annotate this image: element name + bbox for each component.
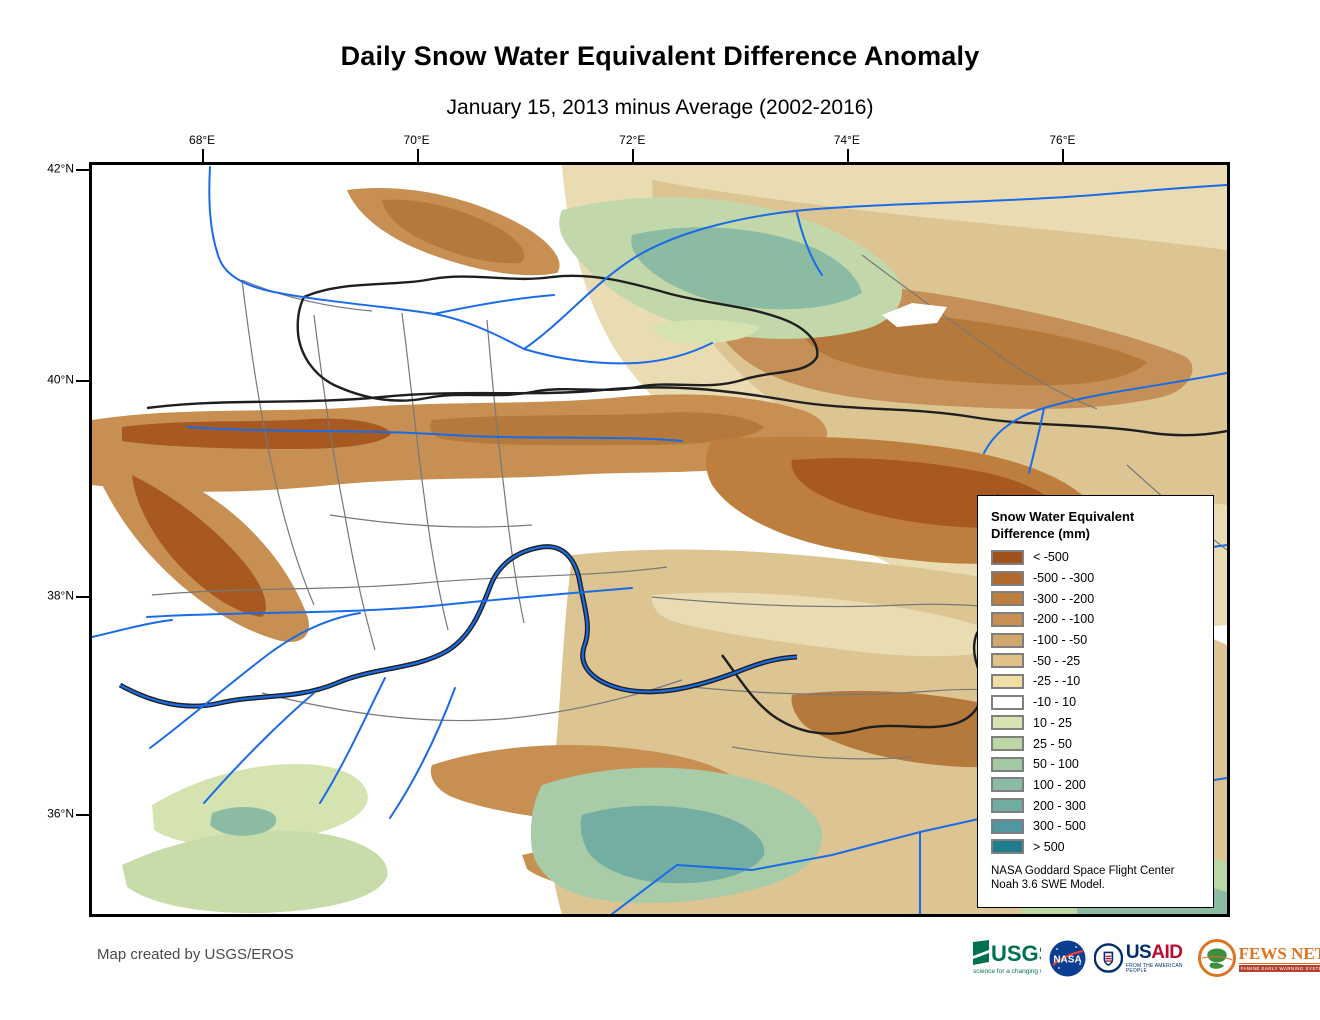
usaid-seal-icon: [1094, 943, 1123, 973]
legend-title: Snow Water Equivalent Difference (mm): [991, 508, 1207, 542]
legend-item-label: 300 - 500: [1033, 819, 1086, 834]
nasa-meatball-icon: NASA: [1049, 940, 1086, 976]
legend-swatch: [991, 756, 1024, 772]
legend-item: -200 - -100: [991, 609, 1207, 630]
latitude-tick: [76, 596, 89, 599]
legend-note-line2: Noah 3.6 SWE Model.: [991, 879, 1105, 892]
legend-item-label: -300 - -200: [1033, 591, 1095, 606]
legend-item: 50 - 100: [991, 754, 1207, 775]
legend-item: -10 - 10: [991, 692, 1207, 713]
legend-item: -300 - -200: [991, 588, 1207, 609]
map-frame: Snow Water Equivalent Difference (mm) < …: [47, 133, 1230, 917]
legend-title-line2: Difference (mm): [991, 526, 1090, 541]
fewsnet-name-text: FEWS NET: [1238, 945, 1320, 964]
latitude-tick-label: 40°N: [47, 372, 74, 387]
latitude-tick: [76, 168, 89, 171]
legend-item: 10 - 25: [991, 713, 1207, 734]
nasa-logo: NASA: [1049, 940, 1086, 977]
longitude-tick-label: 72°E: [619, 133, 646, 147]
lake-issyk-kul: [882, 303, 947, 327]
usaid-aid-text: AID: [1151, 941, 1183, 963]
legend-title-line1: Snow Water Equivalent: [991, 509, 1135, 524]
latitude-tick-label: 42°N: [47, 161, 74, 176]
page-subtitle: January 15, 2013 minus Average (2002-201…: [446, 96, 874, 119]
legend-swatch: [991, 839, 1024, 855]
legend-swatch: [991, 694, 1024, 710]
legend-item: 300 - 500: [991, 816, 1207, 837]
legend-swatch: [991, 632, 1024, 648]
legend-item: 100 - 200: [991, 775, 1207, 796]
usaid-wordmark: USAID FROM THE AMERICAN PEOPLE: [1126, 943, 1190, 974]
legend-item-label: 25 - 50: [1033, 736, 1072, 751]
fewsnet-logo: FEWS NET FAMINE EARLY WARNING SYSTEMS NE…: [1197, 939, 1320, 977]
page-title: Daily Snow Water Equivalent Difference A…: [340, 41, 980, 71]
legend-item: -25 - -10: [991, 671, 1207, 692]
usgs-logo-tagline: science for a changing world: [973, 968, 1041, 975]
legend-source-note: NASA Goddard Space Flight Center Noah 3.…: [991, 864, 1207, 892]
legend-swatch: [991, 777, 1024, 793]
longitude-tick-label: 68°E: [189, 133, 216, 147]
longitude-tick-label: 76°E: [1049, 133, 1076, 147]
legend-item-label: < -500: [1033, 550, 1069, 565]
longitude-tick-label: 70°E: [403, 133, 430, 147]
legend-item-label: -50 - -25: [1033, 653, 1081, 668]
longitude-tick: [202, 149, 205, 162]
nasa-logo-text: NASA: [1053, 954, 1081, 965]
longitude-tick: [416, 149, 419, 162]
usgs-logo: USGS science for a changing world: [971, 938, 1041, 978]
longitude-tick: [846, 149, 849, 162]
legend-item: 25 - 50: [991, 733, 1207, 754]
legend-item-label: 10 - 25: [1033, 715, 1072, 730]
usgs-flag-icon: USGS science for a changing world: [973, 940, 1041, 975]
rivers: [92, 166, 1227, 914]
fewsnet-globe-icon: [1197, 939, 1236, 977]
legend-swatch: [991, 549, 1024, 565]
legend-item: -500 - -300: [991, 568, 1207, 589]
legend-item-label: -25 - -10: [1033, 674, 1081, 689]
legend-item-label: -200 - -100: [1033, 612, 1095, 627]
latitude-tick: [76, 379, 89, 382]
legend-swatch: [991, 798, 1024, 814]
legend-swatch: [991, 673, 1024, 689]
usaid-us-text: US: [1125, 941, 1152, 963]
legend-swatch: [991, 570, 1024, 586]
legend-items: < -500 -500 - -300 -300 - -200 -200 - -100 -…: [991, 547, 1207, 857]
map-attribution: Map created by USGS/EROS: [97, 946, 294, 963]
legend-item-label: 200 - 300: [1033, 798, 1086, 813]
legend-item: > 500: [991, 837, 1207, 858]
legend: Snow Water Equivalent Difference (mm) < …: [977, 495, 1214, 908]
fewsnet-wordmark: FEWS NET FAMINE EARLY WARNING SYSTEMS NE…: [1238, 945, 1320, 972]
legend-swatch: [991, 611, 1024, 627]
legend-swatch: [991, 736, 1024, 752]
latitude-tick: [76, 813, 89, 816]
latitude-tick-label: 38°N: [47, 588, 74, 603]
logo-strip: USGS science for a changing world NASA: [971, 936, 1320, 980]
legend-note-line1: NASA Goddard Space Flight Center: [991, 865, 1175, 878]
major-river: [118, 544, 798, 709]
longitude-tick-label: 74°E: [833, 133, 860, 147]
legend-item: -100 - -50: [991, 630, 1207, 651]
legend-item-label: -10 - 10: [1033, 695, 1077, 710]
legend-item-label: -100 - -50: [1033, 633, 1088, 648]
legend-item-label: 100 - 200: [1033, 777, 1086, 792]
legend-swatch: [991, 818, 1024, 834]
legend-item: -50 - -25: [991, 650, 1207, 671]
longitude-tick: [1062, 149, 1065, 162]
legend-item: < -500: [991, 547, 1207, 568]
legend-item-label: -500 - -300: [1033, 571, 1095, 586]
latitude-tick-label: 36°N: [47, 805, 74, 820]
legend-swatch: [991, 653, 1024, 669]
usgs-logo-text: USGS: [991, 941, 1041, 966]
fewsnet-banner-text: FAMINE EARLY WARNING SYSTEMS NETWORK: [1238, 964, 1320, 972]
legend-item: 200 - 300: [991, 795, 1207, 816]
usaid-tagline: FROM THE AMERICAN PEOPLE: [1125, 962, 1183, 974]
usaid-logo: USAID FROM THE AMERICAN PEOPLE: [1094, 940, 1190, 976]
longitude-tick: [632, 149, 635, 162]
legend-item-label: 50 - 100: [1033, 757, 1079, 772]
legend-swatch: [991, 715, 1024, 731]
legend-item-label: > 500: [1033, 839, 1065, 854]
legend-swatch: [991, 591, 1024, 607]
